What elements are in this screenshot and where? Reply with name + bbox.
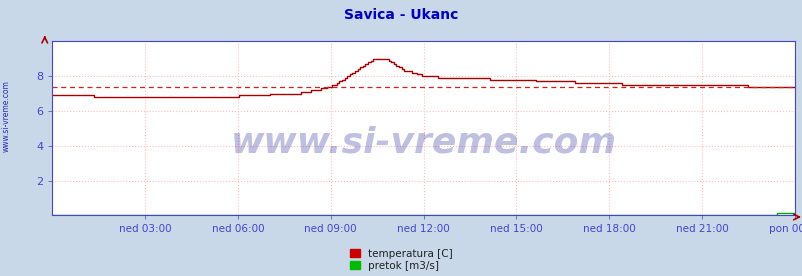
Text: www.si-vreme.com: www.si-vreme.com bbox=[2, 80, 11, 152]
Legend: temperatura [C], pretok [m3/s]: temperatura [C], pretok [m3/s] bbox=[350, 249, 452, 271]
Text: Savica - Ukanc: Savica - Ukanc bbox=[344, 8, 458, 22]
Text: www.si-vreme.com: www.si-vreme.com bbox=[230, 125, 616, 159]
